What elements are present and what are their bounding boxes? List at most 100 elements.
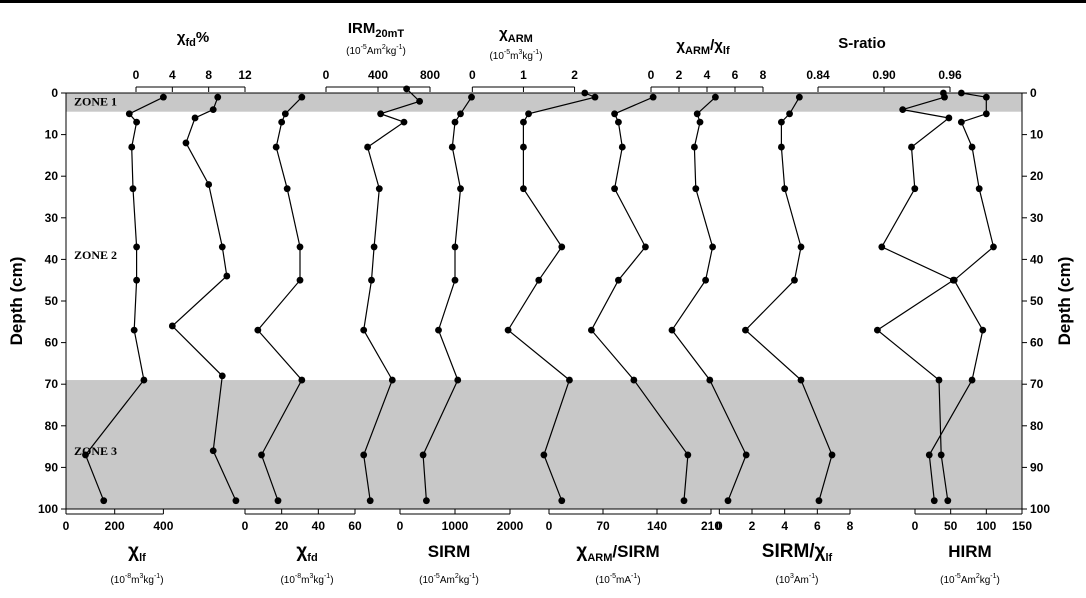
unit-part: (10: [940, 575, 955, 586]
data-point: [218, 243, 226, 251]
unit-superscript: 3: [518, 49, 522, 56]
x-tick-label: 0.96: [938, 68, 962, 82]
data-point: [706, 376, 714, 384]
data-point: [940, 89, 947, 97]
page-top-rule: [0, 0, 1086, 3]
x-tick-label: 8: [760, 68, 767, 82]
data-point: [140, 376, 148, 384]
x-tick-label: 400: [153, 519, 173, 533]
unit-part: ): [815, 575, 818, 586]
x-tick-label: 1000: [442, 519, 469, 533]
data-point: [615, 276, 622, 284]
unit-superscript: 2: [455, 573, 459, 580]
data-point: [791, 276, 798, 284]
panel-title: χfd%: [177, 29, 209, 49]
title-main: χ: [128, 541, 139, 562]
unit-part: (10: [346, 46, 361, 57]
data-point: [712, 93, 719, 101]
unit-part: ): [539, 51, 542, 62]
data-point: [795, 93, 803, 101]
data-point: [100, 497, 108, 505]
x-tick-label: 0: [242, 519, 249, 533]
data-point: [377, 110, 384, 118]
zone-band-1: [66, 93, 1022, 112]
data-point: [130, 326, 138, 334]
unit-part: kg: [313, 575, 324, 586]
depth-tick-label-left: 100: [38, 502, 58, 516]
panel-unit: (103Am-1): [776, 573, 819, 586]
data-point: [129, 185, 137, 193]
x-tick-label: 50: [944, 519, 958, 533]
depth-tick-label-left: 50: [45, 294, 59, 308]
unit-part: ): [476, 575, 479, 586]
data-point: [435, 326, 442, 334]
data-point: [232, 497, 240, 505]
panel-unit: (10-5Am2kg-1): [346, 44, 406, 57]
x-tick-label: 12: [238, 68, 252, 82]
x-tick-label: 0: [397, 519, 404, 533]
data-point: [591, 93, 599, 101]
x-tick-label: 140: [647, 519, 667, 533]
data-point: [935, 376, 943, 384]
data-point: [360, 451, 368, 459]
data-point: [254, 326, 262, 334]
panel-9: 0 2 4 6 8 SIRM/χlf (103Am-1): [716, 93, 854, 586]
unit-superscript: 2: [382, 44, 386, 51]
unit-part: Am: [367, 46, 382, 57]
unit-superscript: 2: [976, 573, 980, 580]
unit-superscript: -5: [955, 573, 961, 580]
depth-tick-label-right: 10: [1030, 128, 1044, 142]
unit-superscript: -8: [295, 573, 301, 580]
panel-title: χARM/SIRM: [576, 541, 659, 564]
data-point: [296, 276, 304, 284]
data-point: [968, 376, 976, 384]
data-point: [581, 89, 589, 97]
unit-superscript: -5: [504, 49, 510, 56]
title-main: IRM: [348, 20, 376, 37]
data-point: [457, 185, 464, 193]
panel-unit: (10-5Am2kg-1): [419, 573, 479, 586]
x-tick-label: 0: [469, 68, 476, 82]
unit-part: ): [160, 575, 163, 586]
data-point: [611, 185, 618, 193]
zone-band-3: [66, 380, 1022, 509]
x-tick-label: 2: [571, 68, 578, 82]
unit-superscript: 3: [309, 573, 313, 580]
depth-tick-label-right: 80: [1030, 419, 1044, 433]
data-point: [451, 118, 459, 126]
data-point: [630, 376, 638, 384]
x-tick-label: 0: [912, 519, 919, 533]
title-suffix: /SIRM: [612, 542, 659, 561]
depth-tick-label-right: 90: [1030, 460, 1044, 474]
unit-superscript: -8: [125, 573, 131, 580]
x-tick-label: 1: [520, 68, 527, 82]
unit-part: ): [403, 46, 406, 57]
unit-part: mA: [616, 575, 631, 586]
unit-superscript: -1: [533, 49, 539, 56]
unit-part: Am: [961, 575, 976, 586]
zone-label-1: ZONE 1: [74, 94, 117, 108]
unit-part: (10: [595, 575, 610, 586]
panel-title: χARM/χlf: [676, 37, 730, 57]
data-point: [283, 185, 291, 193]
unit-part: m: [131, 575, 139, 586]
data-point: [520, 185, 527, 193]
data-point: [588, 326, 595, 334]
depth-tick-label-left: 60: [45, 336, 59, 350]
data-point: [272, 143, 280, 151]
x-tick-label: 400: [368, 68, 388, 82]
data-point: [702, 276, 709, 284]
panel-unit: (10-5m3kg-1): [489, 49, 542, 62]
depth-tick-label-left: 80: [45, 419, 59, 433]
data-point: [908, 143, 915, 151]
data-point: [296, 243, 304, 251]
unit-superscript: 3: [790, 573, 794, 580]
data-point: [205, 181, 213, 188]
data-point: [950, 276, 958, 284]
unit-part: kg: [386, 46, 397, 57]
title-subscript: lf: [139, 552, 146, 564]
depth-tick-label-right: 0: [1030, 86, 1037, 100]
title-subscript: fd: [185, 37, 195, 49]
